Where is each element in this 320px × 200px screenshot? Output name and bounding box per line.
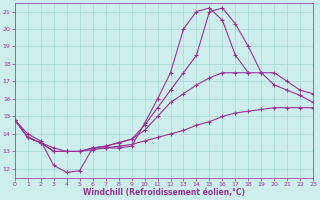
- X-axis label: Windchill (Refroidissement éolien,°C): Windchill (Refroidissement éolien,°C): [83, 188, 245, 197]
